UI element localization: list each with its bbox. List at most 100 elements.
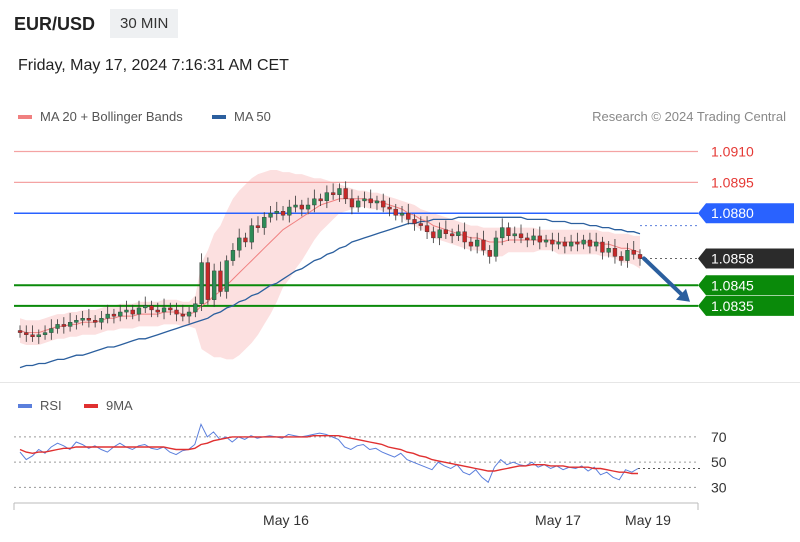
candle <box>612 247 618 257</box>
candle <box>531 235 536 241</box>
price-label-1.0880: 1.0880 <box>698 203 794 224</box>
candle <box>569 241 574 247</box>
candle <box>118 311 123 317</box>
candle <box>274 210 279 214</box>
price-label-text: 1.0910 <box>711 143 754 159</box>
candle <box>49 328 54 333</box>
candle <box>550 239 555 245</box>
candle <box>606 247 611 253</box>
candle <box>518 233 524 239</box>
candle <box>168 307 173 311</box>
candle <box>406 212 411 220</box>
candle <box>124 309 129 313</box>
candle <box>556 241 561 245</box>
candle <box>55 324 60 329</box>
ma20-line <box>19 198 641 334</box>
candle <box>268 212 273 218</box>
candle <box>368 198 373 204</box>
rsi-9ma-line <box>19 435 638 475</box>
price-label-1.0835: 1.0835 <box>698 295 794 316</box>
candle <box>318 198 323 202</box>
candle <box>387 206 392 210</box>
candle <box>67 322 73 327</box>
candle <box>36 334 41 338</box>
candle <box>481 239 486 251</box>
candle <box>262 217 267 228</box>
legend-rsi-swatch <box>18 403 32 408</box>
legend-rsi-label: RSI <box>40 398 62 413</box>
candle <box>543 239 549 243</box>
candle <box>174 309 179 315</box>
candle <box>293 204 298 208</box>
candle <box>17 330 23 333</box>
candle <box>86 318 92 321</box>
legend-ma50: MA 50 <box>212 109 271 124</box>
candle <box>337 188 342 195</box>
candle <box>143 305 148 309</box>
candle <box>193 303 198 313</box>
candle <box>581 239 586 245</box>
candle <box>99 318 104 323</box>
candle <box>180 313 185 317</box>
candle <box>299 204 304 210</box>
price-label-bg <box>698 248 794 269</box>
price-label-1.0895: 1.0895 <box>711 174 754 190</box>
price-label-text: 1.0835 <box>711 298 754 314</box>
candle <box>475 239 480 247</box>
candle <box>218 270 223 292</box>
candle <box>456 231 461 236</box>
candle <box>312 198 317 206</box>
timeframe-button[interactable]: 30 MIN <box>110 9 179 38</box>
candle <box>230 250 236 261</box>
candle <box>287 206 292 216</box>
candle <box>243 237 248 243</box>
candle <box>525 237 530 241</box>
legend-ma20: MA 20 + Bollinger Bands <box>18 109 183 124</box>
price-label-1.0910: 1.0910 <box>711 143 754 159</box>
research-credit: Research © 2024 Trading Central <box>592 109 786 124</box>
candle <box>443 229 448 234</box>
candle <box>161 307 167 313</box>
candle <box>493 237 499 257</box>
candle <box>349 198 355 208</box>
candle <box>374 200 380 204</box>
forecast-arrow-shaft <box>642 256 686 299</box>
candle <box>130 309 135 315</box>
candle <box>362 198 367 202</box>
legend-ma50-swatch <box>212 114 226 119</box>
candle <box>600 241 605 253</box>
candle <box>381 200 386 208</box>
candle <box>487 250 492 257</box>
candle <box>412 219 417 224</box>
symbol-label[interactable]: EUR/USD <box>14 14 96 34</box>
candle <box>637 254 643 259</box>
rsi-tick-30: 30 <box>711 479 727 495</box>
candle <box>393 208 398 216</box>
x-tick-label: May 17 <box>535 512 581 528</box>
price-label-text: 1.0858 <box>711 251 754 267</box>
candle <box>562 241 568 247</box>
candle <box>149 305 154 311</box>
candle <box>224 260 229 292</box>
candle <box>199 262 204 305</box>
candle <box>61 324 67 327</box>
price-label-bg <box>698 203 794 224</box>
candle <box>450 233 455 237</box>
candle <box>24 332 29 335</box>
candle <box>424 225 430 233</box>
legend-rsi: RSI <box>18 398 62 413</box>
price-label-bg <box>698 295 794 316</box>
x-tick-label: May 19 <box>625 512 671 528</box>
candle <box>462 231 467 243</box>
candle <box>280 210 286 216</box>
legend-ma50-label: MA 50 <box>234 109 271 124</box>
candle <box>105 313 110 319</box>
candle <box>30 334 35 338</box>
candle <box>587 239 593 247</box>
price-label-text: 1.0880 <box>711 205 754 221</box>
price-label-bg <box>698 275 794 296</box>
x-tick-label: May 16 <box>263 512 309 528</box>
price-label-text: 1.0895 <box>711 174 754 190</box>
candle <box>92 320 98 323</box>
